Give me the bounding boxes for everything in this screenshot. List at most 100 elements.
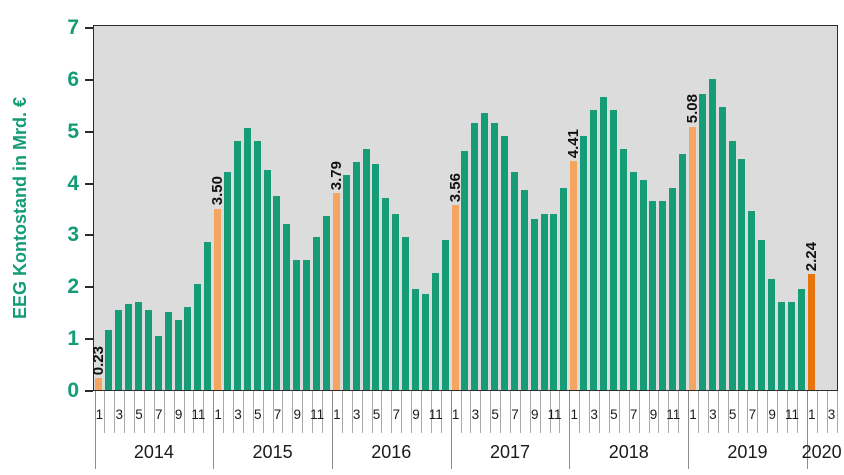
y-tick-mark-0 [85, 390, 93, 392]
y-tick-label-4: 4 [67, 171, 79, 195]
year-separator [688, 391, 690, 469]
bar-2015-9 [293, 260, 301, 390]
month-tick [262, 391, 264, 433]
month-tick [549, 391, 551, 433]
month-label-2020-1: 1 [808, 407, 816, 422]
month-tick [599, 391, 601, 433]
bar-2014-12 [204, 242, 212, 390]
month-label-2014-7: 7 [155, 407, 163, 422]
month-tick [173, 391, 175, 433]
bar-2014-8 [164, 312, 172, 390]
year-label-2016: 2016 [371, 442, 412, 462]
month-tick [737, 391, 739, 433]
y-tick-mark-1 [85, 338, 93, 341]
month-tick [430, 391, 432, 433]
month-tick [579, 391, 581, 433]
month-tick [757, 391, 759, 433]
month-label-2019-7: 7 [748, 407, 757, 422]
y-axis-title: EEG Kontostand in Mrd. € [10, 97, 30, 320]
bar-2017-5 [491, 122, 499, 390]
bar-2018-10 [659, 200, 667, 390]
bar-2018-4 [599, 97, 607, 390]
month-tick [500, 391, 502, 433]
month-tick [470, 391, 472, 433]
bar-2014-2 [105, 330, 113, 390]
month-label-2017-3: 3 [471, 407, 480, 422]
bar-2016-6 [382, 198, 390, 390]
bar-2018-11 [669, 187, 677, 390]
month-tick [529, 391, 531, 433]
y-tick-label-0: 0 [67, 379, 79, 402]
bar-2014-3 [115, 309, 123, 390]
month-tick [678, 391, 680, 433]
bar-2016-11 [431, 273, 439, 390]
month-tick [787, 391, 789, 433]
month-tick [302, 391, 304, 433]
month-tick [559, 391, 561, 433]
month-tick [223, 391, 225, 433]
bar-2018-8 [639, 179, 647, 390]
month-label-2014-9: 9 [174, 407, 183, 422]
year-label-2020: 2020 [801, 442, 842, 462]
year-separator [94, 391, 96, 469]
month-label-2017-11: 11 [547, 407, 562, 422]
month-tick [747, 391, 749, 433]
bar-2018-5 [609, 109, 617, 390]
month-tick [282, 391, 284, 433]
month-tick [134, 391, 136, 433]
month-tick [648, 391, 650, 433]
month-label-2019-3: 3 [709, 407, 717, 422]
bar-2018-7 [629, 172, 637, 390]
month-tick [411, 391, 413, 433]
month-label-2016-3: 3 [352, 407, 361, 422]
month-tick [391, 391, 393, 433]
bar-2019-1 [689, 126, 696, 390]
bar-2015-6 [263, 169, 271, 390]
bar-2014-5 [134, 301, 142, 390]
bar-2020-1 [807, 273, 815, 390]
month-tick [618, 391, 620, 433]
bar-2019-3 [708, 78, 716, 390]
month-label-2016-9: 9 [412, 407, 420, 422]
month-label-2016-11: 11 [428, 407, 443, 422]
y-tick-label-3: 3 [67, 223, 79, 247]
year-separator [569, 391, 571, 469]
year-separator [331, 391, 333, 469]
month-tick [242, 391, 244, 433]
month-tick [114, 391, 116, 433]
month-tick [608, 391, 610, 433]
bar-2017-1 [451, 205, 459, 390]
month-tick [203, 391, 205, 433]
month-tick [233, 391, 234, 433]
bar-2017-11 [550, 213, 558, 390]
bar-2016-3 [352, 161, 360, 390]
bar-2017-3 [471, 122, 479, 390]
y-tick-mark-6 [85, 78, 93, 81]
month-tick [124, 391, 126, 433]
bar-2017-8 [520, 190, 528, 390]
bar-2014-6 [144, 309, 152, 390]
bar-2018-1 [570, 161, 578, 390]
month-tick [401, 391, 403, 433]
month-label-2014-5: 5 [135, 407, 143, 422]
year-separator [806, 391, 808, 469]
month-tick [510, 391, 512, 433]
month-label-2019-1: 1 [689, 407, 697, 422]
bar-2014-10 [184, 307, 192, 390]
bar-2015-4 [243, 128, 251, 390]
month-label-2017-1: 1 [451, 407, 460, 422]
month-tick [490, 391, 492, 433]
month-tick [658, 391, 660, 433]
bar-2016-5 [372, 164, 380, 390]
month-label-2016-1: 1 [333, 407, 341, 422]
month-tick [183, 391, 185, 433]
month-tick [519, 391, 521, 433]
month-tick [480, 391, 482, 433]
bar-2016-9 [411, 288, 419, 390]
bar-2016-10 [421, 294, 429, 390]
month-label-2014-11: 11 [191, 407, 206, 422]
month-tick [371, 391, 373, 433]
year-label-2017: 2017 [489, 442, 531, 462]
month-tick [727, 391, 729, 433]
month-tick [767, 391, 769, 433]
